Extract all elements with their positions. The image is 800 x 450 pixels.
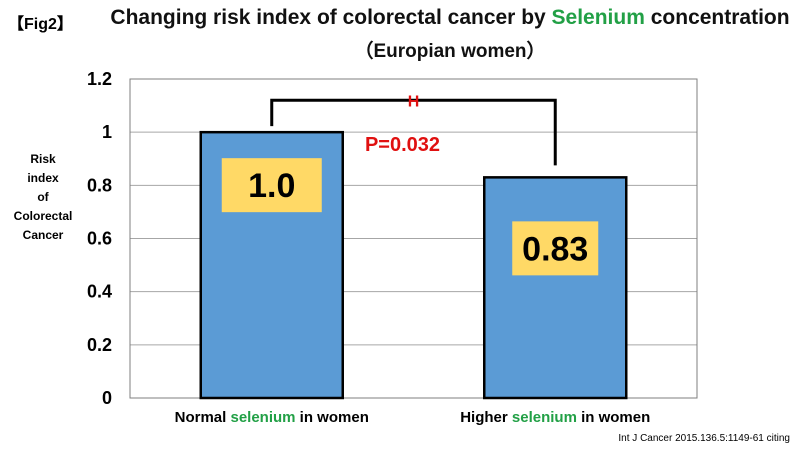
y-axis-label-line: of bbox=[37, 190, 49, 204]
category-highlight: selenium bbox=[230, 409, 295, 426]
p-value-label: P=0.032 bbox=[365, 134, 440, 156]
data-label: 1.0 bbox=[248, 167, 295, 205]
y-axis-label-line: Cancer bbox=[22, 228, 64, 242]
x-category-label: Normal selenium in women bbox=[175, 409, 369, 426]
x-category-label: Higher selenium in women bbox=[460, 409, 650, 426]
y-tick-label: 0.2 bbox=[87, 335, 112, 355]
y-tick-label: 1 bbox=[102, 122, 112, 142]
y-tick-label: 0 bbox=[102, 388, 112, 408]
title-post: concentration bbox=[644, 6, 790, 29]
y-tick-label: 0.8 bbox=[87, 175, 112, 195]
y-axis-label-line: Colorectal bbox=[13, 209, 73, 223]
y-axis-label-line: index bbox=[27, 171, 59, 185]
significance-bracket bbox=[270, 98, 557, 166]
category-highlight: selenium bbox=[512, 409, 577, 426]
y-tick-label: 0.6 bbox=[87, 229, 112, 249]
source-citation: Int J Cancer 2015.136.5:1149-61 citing bbox=[618, 433, 790, 444]
title-pre: Changing risk index of colorectal cancer… bbox=[110, 6, 552, 29]
bar bbox=[483, 176, 628, 400]
plot-frame bbox=[129, 78, 698, 399]
chart-subtitle: （Europian women） bbox=[354, 41, 546, 62]
y-axis-label-line: Risk bbox=[30, 152, 56, 166]
figure-label: 【Fig2】 bbox=[8, 16, 73, 33]
data-label-box bbox=[221, 158, 322, 213]
title-highlight: Selenium bbox=[551, 6, 645, 29]
y-axis-label: Risk index of Colorectal Cancer bbox=[8, 150, 78, 245]
chart-title: Changing risk index of colorectal cancer… bbox=[100, 6, 800, 30]
significance-marker: H bbox=[408, 93, 420, 110]
data-label: 0.83 bbox=[522, 230, 588, 268]
category-pre: Normal bbox=[175, 409, 231, 426]
data-label-box bbox=[512, 221, 599, 276]
category-post: in women bbox=[296, 409, 369, 426]
y-tick-label: 0.4 bbox=[87, 282, 112, 302]
y-tick-label: 1.2 bbox=[87, 69, 112, 89]
category-pre: Higher bbox=[460, 409, 512, 426]
category-post: in women bbox=[577, 409, 650, 426]
